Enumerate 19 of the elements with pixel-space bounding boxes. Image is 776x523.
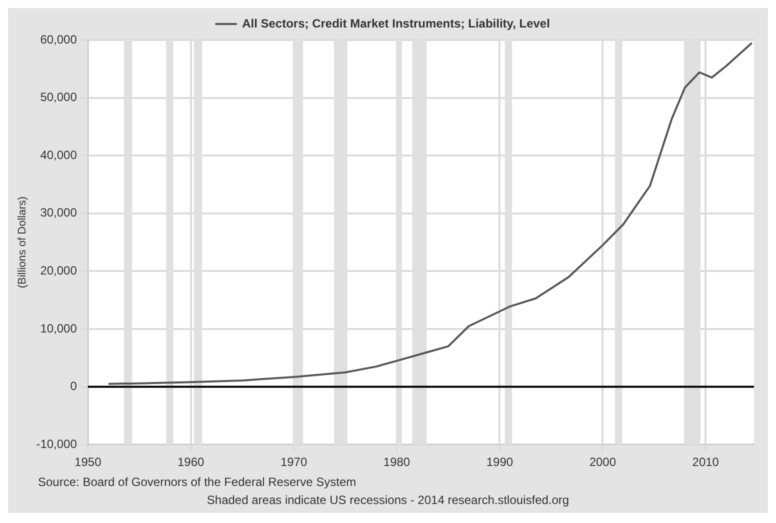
text: Shaded areas indicate US recessions - 2014 research.stlouisfed.org: [206, 492, 570, 509]
y-tick-label: 20,000: [40, 264, 78, 278]
x-tick-label: 1970: [280, 455, 308, 470]
x-tick-label: 1980: [383, 455, 410, 470]
x-tick-label: 1990: [486, 455, 514, 470]
y-tick-label: 50,000: [40, 90, 78, 104]
y-axis-title: (Billions of Dollars): [16, 196, 29, 288]
legend-label: All Sectors; Credit Market Instruments; Liability, Level: [242, 16, 550, 30]
y-tick-label: 10,000: [40, 321, 78, 336]
y-tick-label: 0: [70, 379, 78, 394]
x-tick-label: 2010: [692, 455, 720, 470]
x-tick-label: 2000: [589, 455, 616, 470]
x-tick-label: 1950: [74, 455, 102, 470]
x-tick-label: 1960: [178, 455, 205, 470]
y-tick-label: -10,000: [36, 436, 78, 451]
y-tick-label: 40,000: [40, 148, 78, 162]
source-note: Source: Board of Governors of the Federal Reserve System: [37, 474, 358, 491]
y-tick-label: 30,000: [40, 206, 78, 220]
y-tick-label: 60,000: [40, 32, 78, 46]
